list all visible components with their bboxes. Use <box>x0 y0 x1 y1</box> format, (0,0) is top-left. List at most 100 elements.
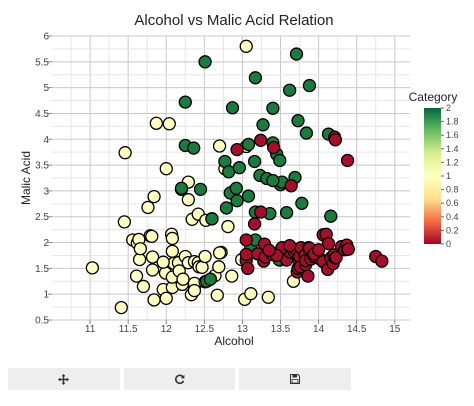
data-point <box>132 252 147 267</box>
data-point <box>329 250 343 265</box>
y-tick-label: 4 <box>43 135 49 146</box>
data-point <box>299 126 314 140</box>
data-point <box>262 243 276 257</box>
data-point <box>283 238 297 253</box>
y-tick-label: 5 <box>43 83 49 94</box>
data-point <box>328 133 343 147</box>
data-point <box>85 261 100 275</box>
data-point <box>244 287 258 301</box>
x-tick-label: 11.5 <box>119 324 138 335</box>
data-point <box>133 242 148 256</box>
data-point <box>225 101 240 115</box>
data-point <box>256 118 270 132</box>
data-point <box>247 154 262 169</box>
data-point <box>147 189 161 204</box>
data-point <box>181 193 195 207</box>
data-point <box>198 55 212 69</box>
y-axis-ticks: 0.5 1 1.5 2 2.5 3 3.5 4 4.5 5 5.5 6 <box>35 32 52 327</box>
data-point <box>156 255 170 269</box>
data-point <box>193 182 208 197</box>
data-point <box>149 116 164 130</box>
data-point <box>241 137 256 152</box>
x-tick-label: 12.5 <box>195 324 215 335</box>
data-point <box>239 39 253 53</box>
y-tick-label: 2 <box>43 238 49 249</box>
y-tick-label: 0.5 <box>35 316 49 327</box>
data-point <box>145 250 160 264</box>
data-point <box>302 78 317 93</box>
data-point <box>289 47 304 61</box>
data-point <box>176 272 190 286</box>
data-point <box>145 263 160 277</box>
data-point <box>324 209 338 223</box>
reset-button[interactable] <box>123 368 236 390</box>
data-point <box>232 161 247 175</box>
data-point <box>159 291 173 305</box>
data-point <box>198 249 212 264</box>
data-point <box>187 141 201 155</box>
data-point <box>311 243 326 257</box>
y-tick-label: 2.5 <box>35 212 49 223</box>
data-point <box>266 173 280 188</box>
colorbar-ticks: 0 0.2 0.4 0.6 0.8 1 1.2 1.4 1.6 1.8 2 <box>441 103 459 249</box>
data-point <box>219 201 234 215</box>
data-point <box>117 215 132 229</box>
data-point <box>118 146 132 160</box>
x-tick-label: 15 <box>389 324 401 335</box>
y-tick-label: 1 <box>43 290 49 301</box>
data-point <box>340 153 355 168</box>
data-point <box>210 288 224 302</box>
data-point <box>230 194 244 208</box>
x-axis-label: Alcohol <box>214 334 253 348</box>
data-point <box>212 246 227 260</box>
colorbar-tick-label: 1.2 <box>446 157 459 167</box>
data-point <box>375 254 389 268</box>
data-point <box>141 200 155 215</box>
data-point <box>321 236 336 251</box>
data-point <box>273 153 287 168</box>
save-icon <box>290 374 301 384</box>
data-point <box>248 71 263 85</box>
data-point <box>195 260 209 274</box>
data-point <box>261 290 275 304</box>
data-point <box>239 233 253 247</box>
x-tick-label: 14.5 <box>347 324 367 335</box>
data-point <box>291 114 305 128</box>
chart-title: Alcohol vs Malic Acid Relation <box>134 12 333 29</box>
data-point <box>239 247 253 262</box>
x-tick-label: 12 <box>161 324 173 335</box>
data-point <box>254 205 268 219</box>
data-point <box>267 140 281 155</box>
pan-button[interactable] <box>8 368 120 390</box>
data-point <box>159 162 173 176</box>
data-point <box>178 95 192 109</box>
colorbar-tick-label: 1 <box>446 171 451 181</box>
save-button[interactable] <box>239 368 352 390</box>
data-point <box>162 117 176 131</box>
data-point <box>165 244 179 258</box>
y-tick-label: 3.5 <box>35 161 49 172</box>
data-point <box>254 133 268 147</box>
data-point <box>145 229 159 243</box>
colorbar-tick-label: 1.4 <box>446 144 459 154</box>
colorbar-tick-label: 1.6 <box>446 130 459 140</box>
data-point <box>187 283 202 298</box>
data-point <box>247 217 262 231</box>
data-point <box>230 142 244 157</box>
colorbar-tick-label: 0.8 <box>446 185 459 195</box>
y-tick-label: 6 <box>43 32 49 43</box>
data-point <box>283 83 297 97</box>
data-point <box>165 231 179 246</box>
data-point <box>284 179 298 193</box>
data-point <box>241 261 255 276</box>
data-point <box>266 101 280 115</box>
data-point <box>212 260 226 274</box>
data-point <box>229 181 243 195</box>
data-point <box>205 212 219 226</box>
y-tick-label: 4.5 <box>35 109 49 120</box>
colorbar <box>424 108 441 244</box>
data-point <box>129 269 144 283</box>
y-axis-label: Malic Acid <box>19 151 33 205</box>
data-points <box>85 39 389 315</box>
data-point <box>136 279 151 294</box>
